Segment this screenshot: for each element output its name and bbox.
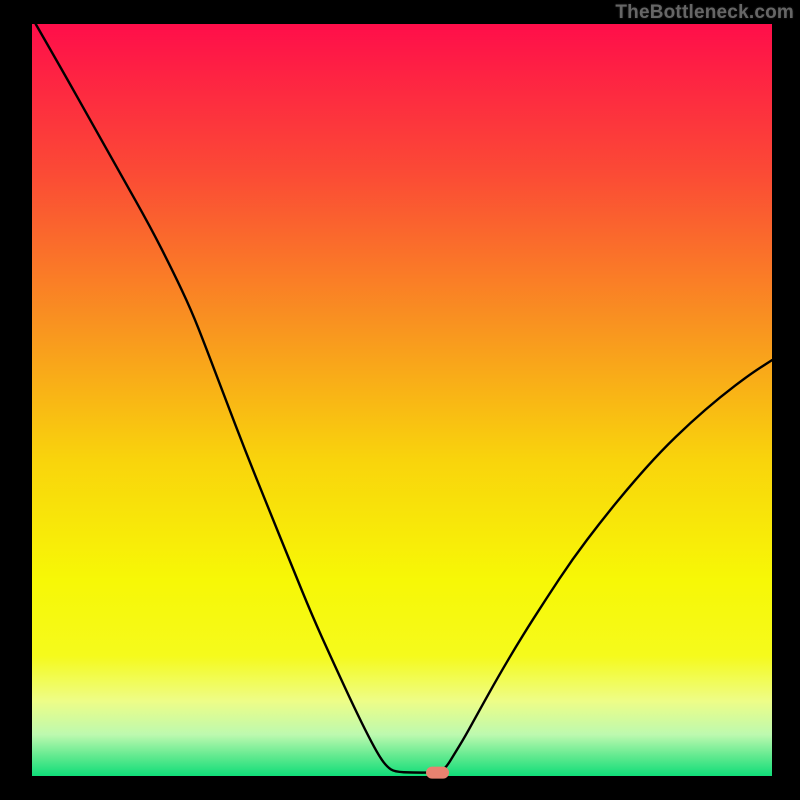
- chart-container: TheBottleneck.com: [0, 0, 800, 800]
- bottleneck-chart: [0, 0, 800, 800]
- watermark-text: TheBottleneck.com: [615, 2, 794, 24]
- plot-background: [32, 24, 772, 776]
- optimum-marker: [427, 767, 449, 778]
